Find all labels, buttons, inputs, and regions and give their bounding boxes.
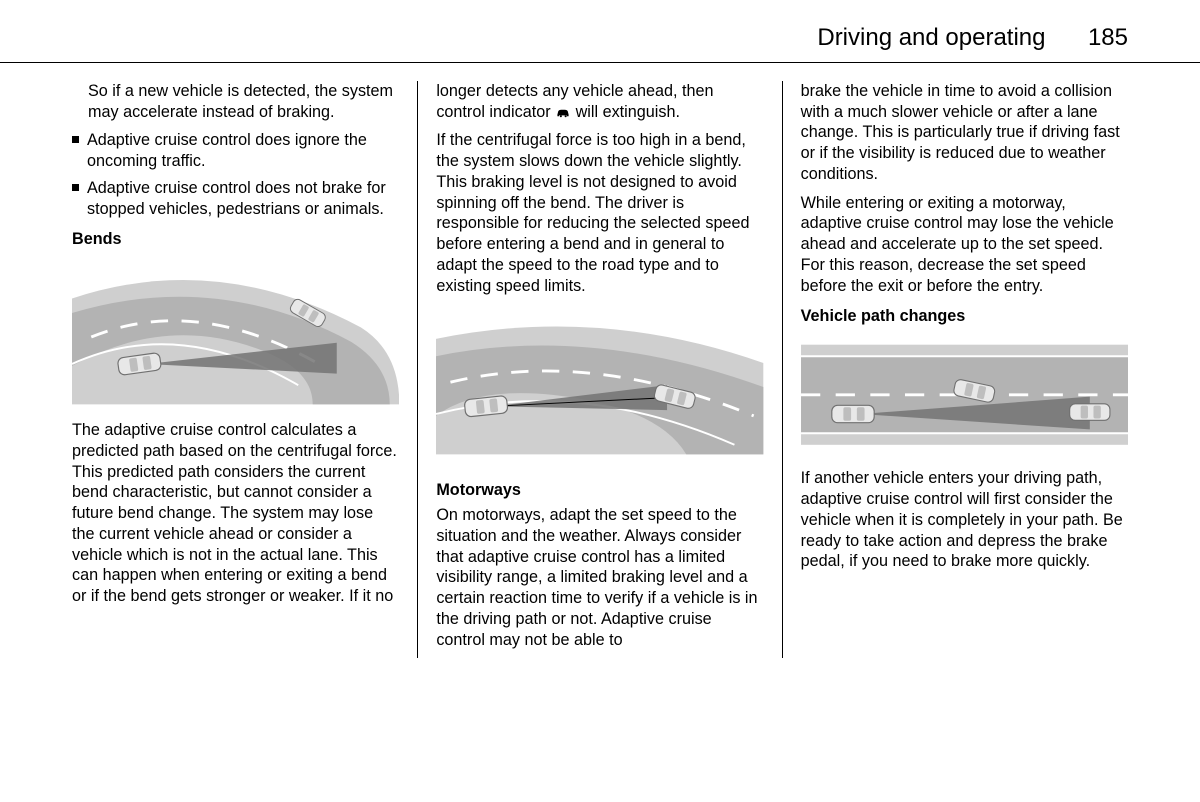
column-1: So if a new vehicle is detected, the sys…: [72, 81, 413, 658]
column-3: brake the vehicle in time to avoid a col…: [787, 81, 1128, 658]
bullet-text: Adaptive cruise control does not brake f…: [87, 178, 399, 219]
page-number: 185: [1088, 24, 1128, 52]
heading-bends: Bends: [72, 229, 399, 250]
column-divider: [417, 81, 418, 658]
bullet-icon: [72, 184, 79, 191]
bullet-item: Adaptive cruise control does ignore the …: [72, 130, 399, 171]
detect-paragraph: longer detects any vehicle ahead, then c…: [436, 81, 763, 122]
bend-two-vehicles-illustration: [436, 310, 763, 454]
section-title: Driving and operating: [817, 24, 1045, 52]
motorways-paragraph: On motorways, adapt the set speed to the…: [436, 505, 763, 650]
bullet-icon: [72, 136, 79, 143]
vpc-paragraph: If another vehicle enters your driving p…: [801, 468, 1128, 572]
content-columns: So if a new vehicle is detected, the sys…: [0, 81, 1200, 658]
para-text-post: will extinguish.: [571, 103, 680, 121]
column-divider: [782, 81, 783, 658]
lane-change-illustration: [801, 337, 1128, 453]
bullet-text: Adaptive cruise control does ignore the …: [87, 130, 399, 171]
intro-paragraph: So if a new vehicle is detected, the sys…: [88, 81, 399, 122]
bends-illustration: [72, 260, 399, 404]
centrifugal-paragraph: If the centrifugal force is too high in …: [436, 130, 763, 296]
car-icon: [555, 107, 571, 119]
bullet-item: Adaptive cruise control does not brake f…: [72, 178, 399, 219]
heading-motorways: Motorways: [436, 480, 763, 501]
page-header: Driving and operating 185: [0, 0, 1200, 63]
brake-paragraph: brake the vehicle in time to avoid a col…: [801, 81, 1128, 185]
heading-vehicle-path-changes: Vehicle path changes: [801, 306, 1128, 327]
column-2: longer detects any vehicle ahead, then c…: [422, 81, 777, 658]
bends-paragraph: The adaptive cruise control calculates a…: [72, 420, 399, 607]
motorway-exit-paragraph: While entering or exiting a motorway, ad…: [801, 193, 1128, 297]
